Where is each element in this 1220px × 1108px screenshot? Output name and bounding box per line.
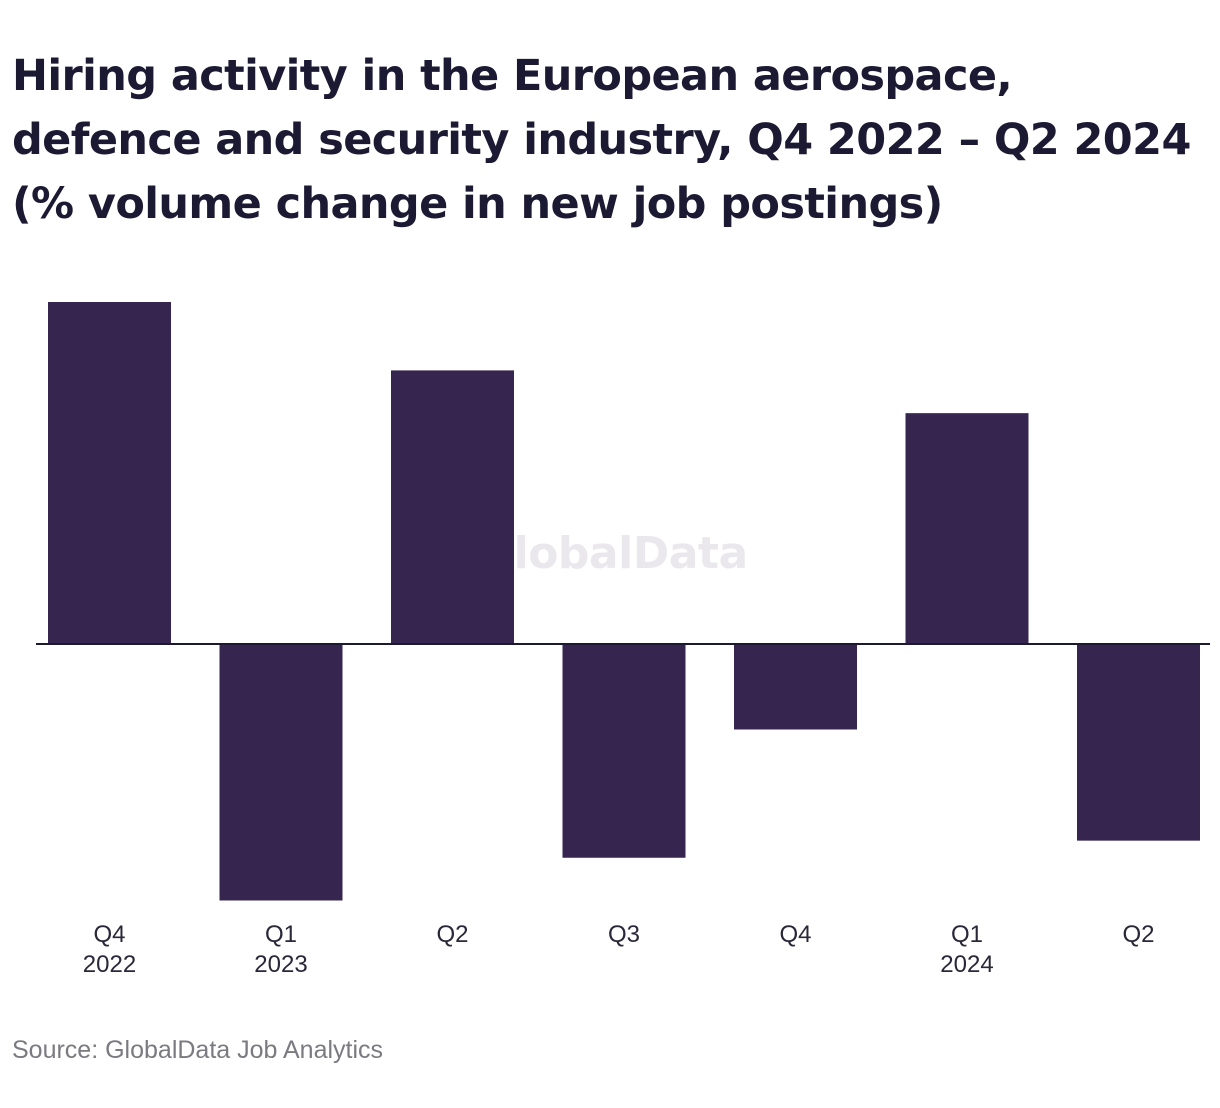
bar-3 <box>562 644 686 858</box>
bar-0 <box>48 302 171 644</box>
x-tick-year-0: 2022 <box>83 951 136 978</box>
x-tick-labels: Q4 2022 Q1 2023 Q2 Q3 Q4 Q1 2024 Q2 <box>83 921 1155 978</box>
x-tick-quarter-3: Q3 <box>608 921 640 948</box>
x-tick-quarter-2: Q2 <box>436 921 468 948</box>
source-note: Source: GlobalData Job Analytics <box>12 1036 384 1064</box>
bar-6 <box>1077 644 1200 841</box>
bars-group <box>48 302 1200 901</box>
x-tick-quarter-5: Q1 <box>951 921 983 948</box>
x-tick-year-5: 2024 <box>940 951 993 978</box>
x-tick-quarter-0: Q4 <box>93 921 125 948</box>
chart-title: Hiring activity in the European aerospac… <box>12 51 1191 229</box>
bar-1 <box>219 644 343 901</box>
x-tick-year-1: 2023 <box>254 951 307 978</box>
bar-4 <box>734 644 857 730</box>
x-tick-quarter-4: Q4 <box>779 921 811 948</box>
bar-2 <box>391 370 514 644</box>
bar-5 <box>905 413 1029 644</box>
x-tick-quarter-6: Q2 <box>1122 921 1154 948</box>
x-tick-quarter-1: Q1 <box>265 921 297 948</box>
